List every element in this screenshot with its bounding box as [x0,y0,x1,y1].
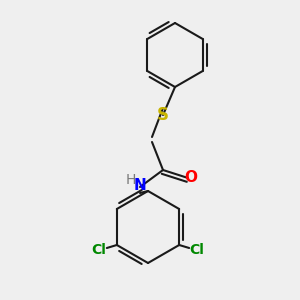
Text: S: S [157,106,169,124]
Text: Cl: Cl [92,243,106,257]
Text: H: H [126,173,136,187]
Text: O: O [184,169,197,184]
Text: N: N [134,178,146,193]
Text: Cl: Cl [190,243,205,257]
